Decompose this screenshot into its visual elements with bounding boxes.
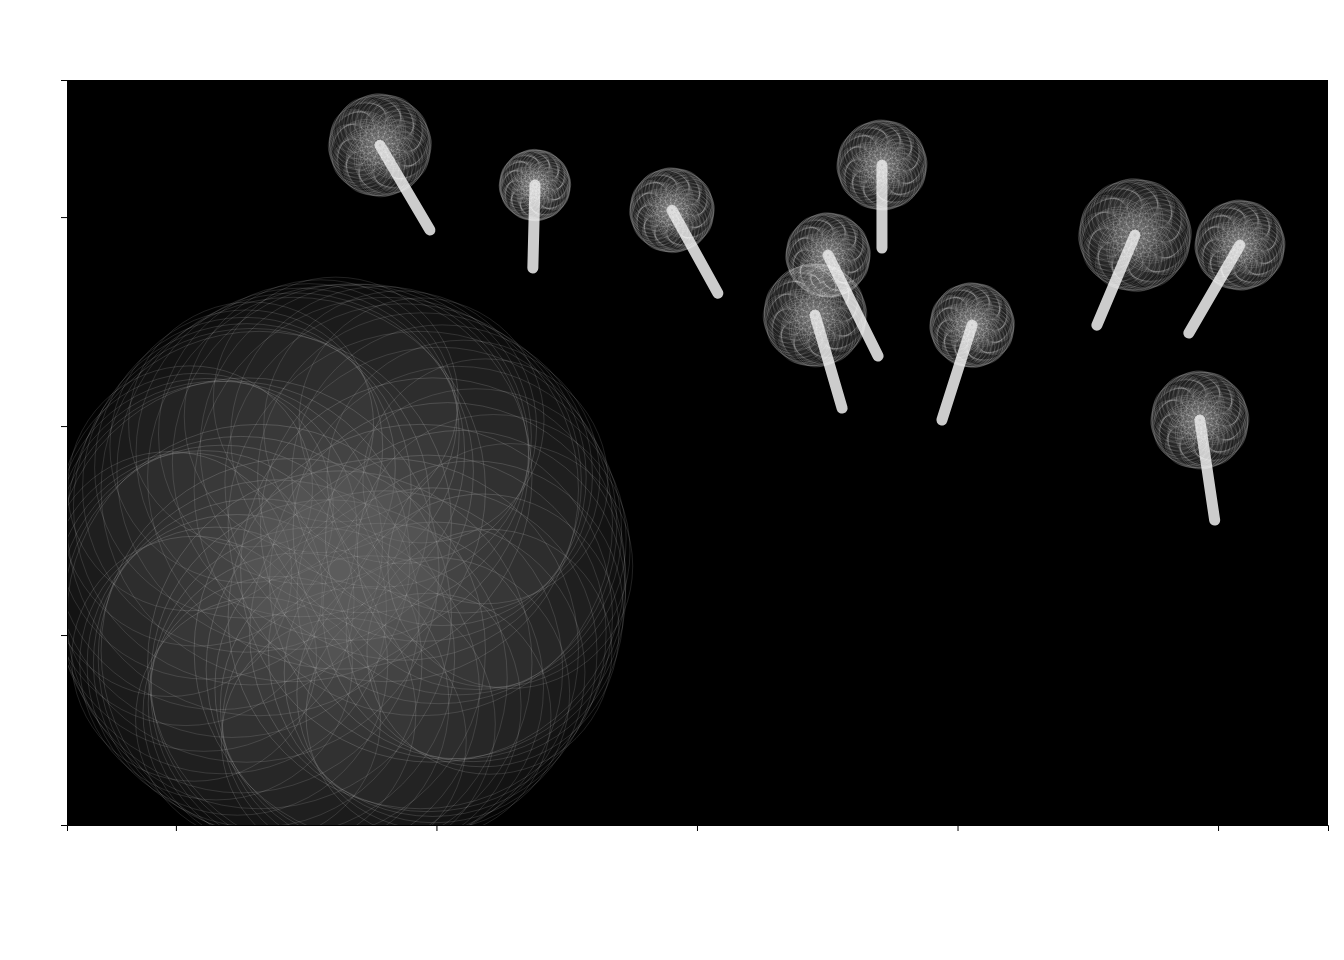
flower-head — [930, 283, 1015, 368]
flower-head — [1151, 371, 1249, 469]
petal — [670, 184, 714, 228]
petal — [1208, 399, 1249, 440]
petal — [1243, 221, 1285, 263]
x-axis-line — [68, 826, 1329, 832]
x-tick-mark — [176, 825, 177, 831]
flower-head — [763, 263, 867, 367]
petal — [1144, 211, 1191, 258]
petal — [831, 233, 871, 273]
petal — [674, 188, 714, 228]
flower-head — [67, 277, 633, 825]
y-tick — [61, 217, 67, 218]
petal — [1138, 205, 1191, 258]
petal — [1203, 394, 1249, 440]
x-tick-mark — [1218, 825, 1219, 831]
petal — [1247, 226, 1285, 264]
x-tick-mark — [436, 825, 437, 831]
petal — [889, 145, 927, 183]
y-tick — [61, 426, 67, 427]
petal — [979, 307, 1015, 343]
flower-head — [1078, 178, 1191, 291]
petal — [533, 163, 570, 200]
petal — [679, 192, 715, 228]
petal — [388, 444, 633, 689]
plot-background — [67, 80, 1328, 825]
x-tick — [1218, 825, 1219, 831]
x-tick — [436, 825, 437, 831]
plot-area — [67, 94, 1285, 825]
petal — [835, 237, 871, 273]
y-axis-line — [61, 81, 68, 826]
x-tick — [176, 825, 177, 831]
x-axis — [68, 825, 1329, 831]
petal — [975, 303, 1015, 343]
y-tick-mark — [61, 426, 67, 427]
petal — [824, 293, 867, 336]
flower-head — [837, 120, 928, 211]
y-tick-mark — [61, 635, 67, 636]
x-tick — [697, 825, 698, 831]
flower-head — [629, 168, 714, 253]
y-axis — [61, 81, 68, 826]
flower-head — [328, 94, 431, 197]
x-tick — [958, 825, 959, 831]
y-tick-mark — [61, 217, 67, 218]
petal — [826, 229, 870, 273]
x-tick-mark — [697, 825, 698, 831]
petal — [818, 288, 866, 336]
petal — [537, 166, 570, 199]
petal — [383, 118, 431, 166]
petal — [970, 299, 1014, 343]
figure — [0, 0, 1344, 960]
petal — [388, 123, 431, 166]
petal — [885, 141, 927, 183]
petal — [541, 170, 571, 200]
axes — [47, 80, 1329, 863]
x-tick-mark — [958, 825, 959, 831]
flower-head — [1195, 200, 1286, 291]
y-tick — [61, 635, 67, 636]
flower-head — [499, 149, 571, 221]
